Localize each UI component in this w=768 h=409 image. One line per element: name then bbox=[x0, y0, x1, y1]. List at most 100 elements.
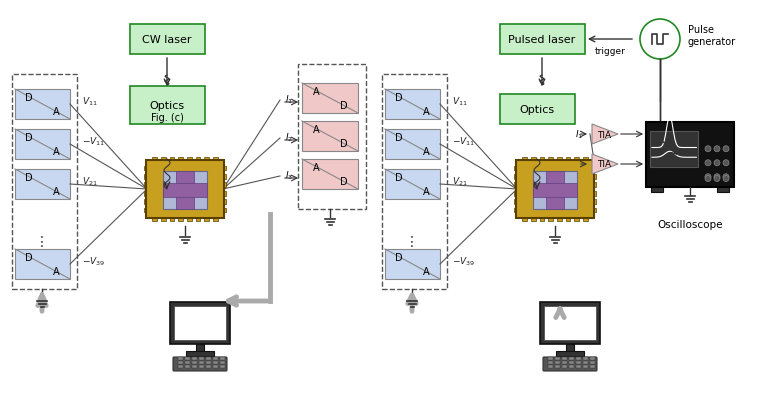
FancyBboxPatch shape bbox=[516, 160, 594, 219]
FancyBboxPatch shape bbox=[385, 170, 440, 200]
Text: CW laser: CW laser bbox=[142, 35, 192, 45]
FancyBboxPatch shape bbox=[163, 172, 207, 209]
Bar bbox=[548, 361, 553, 364]
Bar bbox=[566, 158, 571, 163]
Bar bbox=[562, 361, 567, 364]
Text: A: A bbox=[423, 106, 429, 116]
Text: A: A bbox=[313, 125, 319, 135]
Bar bbox=[548, 357, 553, 360]
Bar bbox=[555, 357, 560, 360]
Bar bbox=[144, 166, 148, 171]
Bar bbox=[222, 200, 227, 204]
FancyBboxPatch shape bbox=[130, 87, 205, 125]
Bar bbox=[717, 186, 729, 192]
Circle shape bbox=[705, 146, 711, 153]
Text: A: A bbox=[53, 186, 60, 196]
Text: A: A bbox=[423, 186, 429, 196]
Bar bbox=[562, 357, 567, 360]
Bar bbox=[199, 365, 204, 368]
Bar bbox=[220, 365, 225, 368]
Bar bbox=[583, 216, 588, 221]
Text: $V_{11}$: $V_{11}$ bbox=[452, 96, 468, 108]
FancyBboxPatch shape bbox=[500, 95, 575, 125]
Text: $I_2$: $I_2$ bbox=[575, 158, 583, 171]
Text: $V_{21}$: $V_{21}$ bbox=[82, 175, 98, 188]
Text: A: A bbox=[313, 163, 319, 173]
Bar bbox=[192, 365, 197, 368]
Text: D: D bbox=[340, 176, 348, 186]
Text: ⋮: ⋮ bbox=[35, 234, 49, 248]
Bar bbox=[562, 365, 567, 368]
Bar bbox=[185, 357, 190, 360]
Bar bbox=[196, 158, 200, 163]
Bar bbox=[144, 183, 148, 188]
Circle shape bbox=[723, 176, 729, 182]
Text: $-V_{39}$: $-V_{39}$ bbox=[82, 255, 105, 267]
Bar bbox=[569, 365, 574, 368]
Text: TIA: TIA bbox=[597, 130, 611, 139]
Text: D: D bbox=[340, 100, 348, 110]
Bar bbox=[591, 175, 596, 180]
Bar bbox=[576, 365, 581, 368]
Text: D: D bbox=[25, 133, 32, 143]
Text: $V_{11}$: $V_{11}$ bbox=[82, 96, 98, 108]
Bar bbox=[213, 357, 218, 360]
Polygon shape bbox=[592, 155, 618, 175]
Bar bbox=[566, 344, 574, 352]
Bar bbox=[213, 361, 218, 364]
Text: trigger: trigger bbox=[594, 47, 625, 56]
Bar bbox=[531, 158, 535, 163]
Bar bbox=[576, 361, 581, 364]
Bar bbox=[206, 357, 211, 360]
Bar bbox=[144, 191, 148, 196]
Bar bbox=[651, 186, 663, 192]
Bar bbox=[590, 357, 595, 360]
FancyBboxPatch shape bbox=[173, 357, 227, 371]
Circle shape bbox=[714, 174, 720, 180]
Bar bbox=[557, 158, 561, 163]
FancyBboxPatch shape bbox=[646, 122, 734, 187]
Text: $-V_{11}$: $-V_{11}$ bbox=[452, 135, 475, 148]
Bar bbox=[199, 361, 204, 364]
Text: A: A bbox=[53, 146, 60, 156]
Text: A: A bbox=[423, 266, 429, 276]
Bar bbox=[569, 357, 574, 360]
Bar bbox=[591, 200, 596, 204]
Text: D: D bbox=[395, 93, 402, 103]
Text: $I_2$: $I_2$ bbox=[285, 131, 293, 144]
Bar bbox=[186, 351, 214, 356]
Text: Fig. (c): Fig. (c) bbox=[151, 113, 184, 123]
Bar bbox=[545, 172, 564, 209]
Text: Optics: Optics bbox=[519, 105, 554, 115]
Bar bbox=[514, 200, 518, 204]
Bar bbox=[548, 365, 553, 368]
Bar bbox=[204, 158, 209, 163]
Bar bbox=[176, 172, 194, 209]
Text: Pulse: Pulse bbox=[688, 25, 714, 35]
Bar bbox=[161, 158, 166, 163]
Bar bbox=[213, 365, 218, 368]
Bar bbox=[222, 175, 227, 180]
Bar bbox=[206, 365, 211, 368]
Text: D: D bbox=[395, 133, 402, 143]
Bar bbox=[514, 166, 518, 171]
Bar bbox=[192, 361, 197, 364]
Text: A: A bbox=[53, 106, 60, 116]
Bar bbox=[196, 344, 204, 352]
Bar bbox=[569, 361, 574, 364]
FancyBboxPatch shape bbox=[174, 306, 226, 340]
Bar bbox=[206, 361, 211, 364]
Text: $I_1$: $I_1$ bbox=[285, 94, 293, 106]
FancyBboxPatch shape bbox=[543, 357, 597, 371]
Text: A: A bbox=[423, 146, 429, 156]
Bar bbox=[170, 158, 174, 163]
Bar bbox=[514, 183, 518, 188]
Circle shape bbox=[640, 20, 680, 60]
FancyBboxPatch shape bbox=[385, 130, 440, 160]
Circle shape bbox=[705, 174, 711, 180]
Bar bbox=[522, 216, 527, 221]
Text: Pulsed laser: Pulsed laser bbox=[508, 35, 576, 45]
FancyBboxPatch shape bbox=[385, 90, 440, 120]
Bar bbox=[220, 357, 225, 360]
Circle shape bbox=[714, 160, 720, 166]
